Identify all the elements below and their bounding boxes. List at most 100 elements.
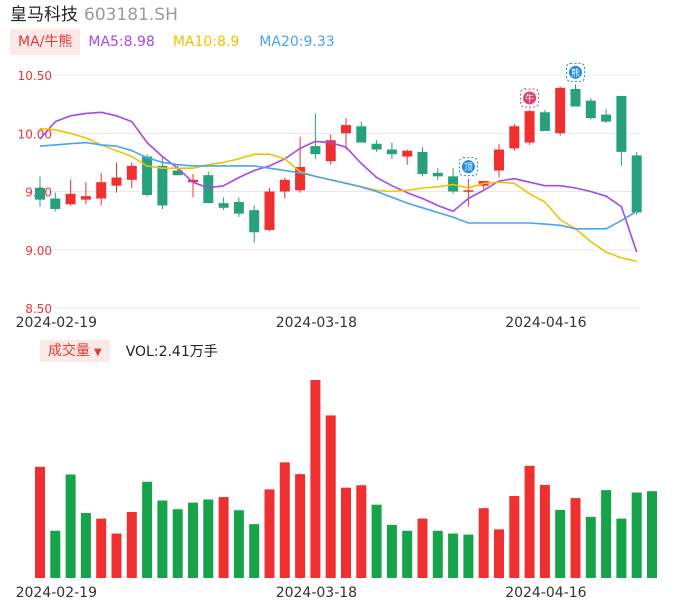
- volume-bar: [448, 533, 459, 578]
- volume-bar: [524, 465, 535, 578]
- volume-bar: [341, 487, 351, 578]
- volume-bar: [111, 533, 122, 578]
- candlestick: [585, 100, 596, 119]
- candlestick: [188, 179, 198, 183]
- volume-bar: [478, 508, 489, 578]
- volume-date-tick-label: 2024-04-16: [505, 585, 586, 601]
- volume-bar: [417, 518, 428, 578]
- candlestick: [142, 156, 153, 195]
- volume-bar: [218, 497, 229, 578]
- volume-bar: [172, 509, 183, 578]
- volume-bar: [325, 415, 336, 578]
- candlestick: [35, 188, 45, 200]
- signal-marker-badge: [569, 65, 582, 79]
- volume-bar: [585, 516, 596, 578]
- candlestick: [341, 125, 351, 134]
- candlestick: [203, 175, 214, 204]
- candlestick: [570, 88, 581, 107]
- volume-bar: [386, 524, 397, 578]
- volume-bar: [157, 500, 168, 578]
- volume-bar: [555, 509, 566, 578]
- volume-bar: [539, 484, 550, 578]
- date-tick-label: 2024-04-16: [505, 315, 586, 331]
- ma10-line: [39, 127, 637, 263]
- candlestick: [65, 193, 76, 205]
- ma20-line: [39, 141, 638, 230]
- candlestick: [524, 111, 535, 143]
- volume-bar: [249, 524, 260, 578]
- candlestick: [539, 112, 550, 131]
- candlestick: [494, 149, 504, 171]
- candlestick: [126, 165, 137, 180]
- volume-legend: 成交量 ▼ VOL:2.41万手: [40, 340, 218, 362]
- volume-bar: [356, 485, 367, 578]
- candlestick: [601, 114, 612, 122]
- volume-bar: [188, 502, 198, 578]
- volume-bar: [126, 512, 137, 578]
- volume-bar: [233, 510, 244, 578]
- volume-bar: [494, 529, 504, 578]
- price-tick-label: 10.50: [18, 69, 52, 83]
- volume-bar: [432, 530, 443, 578]
- candlestick: [402, 150, 413, 157]
- volume-bar: [50, 530, 61, 578]
- candlestick: [432, 172, 443, 177]
- candlestick: [356, 126, 367, 143]
- candlestick: [417, 151, 428, 175]
- candlestick: [264, 191, 275, 230]
- volume-bar: [203, 499, 214, 578]
- candlestick: [96, 182, 107, 199]
- volume-bar: [371, 504, 382, 578]
- price-tick-label: 10.00: [18, 127, 52, 141]
- volume-bar: [279, 462, 290, 578]
- candlestick: [279, 179, 290, 192]
- candlestick: [111, 177, 122, 186]
- volume-bar: [295, 474, 306, 578]
- candlestick: [509, 126, 520, 149]
- ma5-line: [39, 111, 638, 253]
- volume-bar: [463, 534, 474, 578]
- volume-bar: [509, 496, 520, 578]
- stock-title: 皇马科技 603181.SH: [10, 4, 178, 26]
- signal-marker-label: 熊: [571, 67, 580, 79]
- volume-indicator-selector[interactable]: 成交量 ▼: [40, 340, 110, 362]
- volume-bar: [601, 490, 612, 578]
- volume-bar: [647, 491, 657, 578]
- volume-bar: [616, 518, 627, 578]
- candlestick: [295, 167, 306, 191]
- volume-bar: [65, 474, 76, 578]
- candlestick: [218, 203, 229, 208]
- volume-bar: [80, 513, 91, 578]
- volume-date-tick-label: 2024-03-18: [276, 585, 357, 601]
- date-tick-label: 2024-03-18: [276, 315, 357, 331]
- signal-marker-badge: [523, 91, 537, 105]
- signal-marker-label: 顶: [464, 162, 473, 173]
- candlestick: [80, 196, 91, 200]
- candlestick: [616, 95, 627, 152]
- price-tick-label: 9.00: [25, 244, 52, 258]
- caret-down-icon: ▼: [94, 347, 102, 358]
- candlestick: [249, 210, 260, 233]
- candlestick: [631, 155, 642, 213]
- volume-bar: [142, 481, 153, 578]
- stock-code: 603181.SH: [84, 5, 178, 25]
- candlestick: [172, 170, 183, 176]
- price-tick-label: 8.50: [25, 302, 52, 316]
- stock-name: 皇马科技: [10, 5, 78, 25]
- volume-value: VOL:2.41万手: [125, 344, 218, 360]
- ma-indicator-selector[interactable]: MA/牛熊: [10, 29, 81, 55]
- ma-legend: MA/牛熊 MA5:8.98 MA10:8.9 MA20:9.33: [10, 29, 335, 55]
- candlestick: [50, 198, 61, 209]
- volume-bar: [96, 518, 107, 578]
- volume-bar: [402, 530, 413, 578]
- signal-marker-label: 牛: [525, 92, 534, 104]
- candlestick: [310, 146, 321, 155]
- ma20-label: MA20:9.33: [259, 34, 335, 50]
- volume-bar: [570, 498, 581, 578]
- candlestick: [371, 143, 382, 150]
- candlestick: [463, 190, 474, 192]
- candlestick: [555, 87, 566, 134]
- volume-date-tick-label: 2024-02-19: [16, 585, 97, 601]
- candlestick: [233, 201, 244, 214]
